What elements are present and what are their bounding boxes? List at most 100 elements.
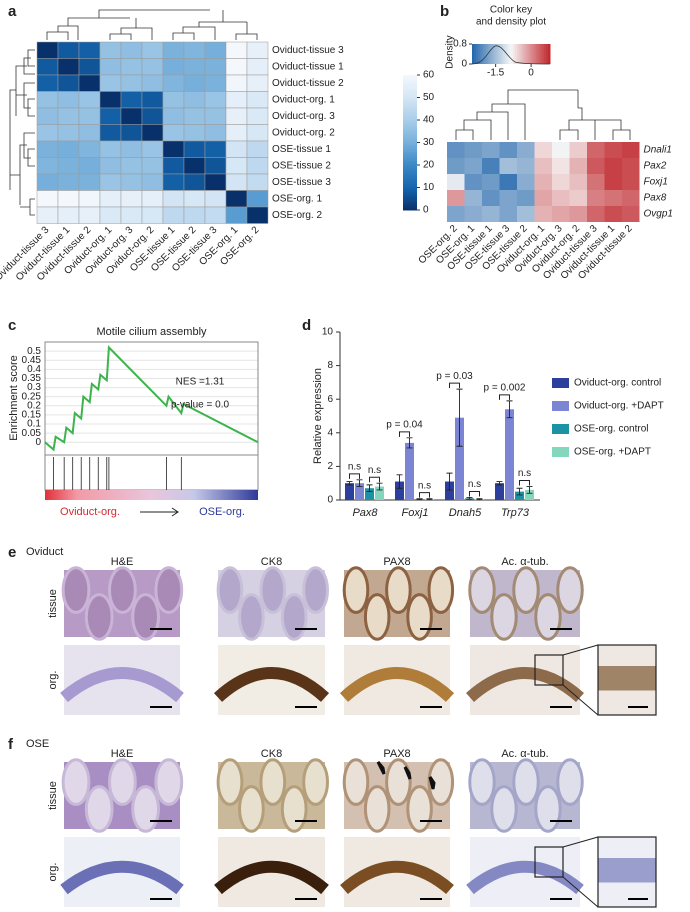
bracket: [449, 382, 460, 389]
colorbar-tick-label: 40: [423, 115, 435, 126]
heatmap-cell: [604, 174, 622, 190]
color-key-step: [477, 44, 481, 64]
colorbar-step: [403, 205, 417, 209]
error-bar: [346, 481, 353, 486]
colorbar-step: [403, 185, 417, 188]
tissue-fold: [512, 758, 540, 806]
heatmap-cell: [120, 173, 143, 191]
organoid-wall: [466, 667, 584, 703]
y-tick-label: 0.5: [27, 346, 41, 357]
colorbar-step: [403, 138, 417, 141]
gene-label: Ovgp1: [644, 209, 673, 220]
colorbar-tick-label: 0: [423, 205, 429, 216]
y-tick-label: 0.2: [27, 400, 41, 411]
heatmap-cell: [499, 158, 517, 174]
heatmap-cell: [225, 91, 248, 109]
bracket: [349, 473, 360, 479]
tissue-fold: [342, 566, 370, 614]
heatmap-cell: [246, 124, 269, 142]
color-key-step: [507, 44, 510, 64]
significance-label: p = 0.03: [436, 371, 473, 382]
bar: [365, 488, 374, 500]
color-key-step: [544, 44, 547, 64]
column-header: Ac. α-tub.: [501, 556, 548, 568]
colorbar-step: [403, 111, 417, 114]
micrograph: [60, 645, 184, 715]
heatmap-cell: [141, 140, 164, 158]
panel-letter: c: [8, 317, 16, 334]
color-key-step: [520, 44, 524, 64]
color-key-step: [542, 44, 545, 64]
bracket: [499, 394, 510, 400]
colorbar-step: [403, 104, 417, 107]
color-key-step: [546, 44, 549, 64]
colorbar-step: [403, 194, 417, 197]
colorbar-step: [403, 117, 417, 121]
color-key-step: [472, 44, 475, 64]
color-key-step: [528, 44, 531, 64]
heatmap-cell: [534, 206, 552, 222]
column-header: CK8: [261, 556, 282, 568]
organoid-wall: [339, 667, 455, 702]
row-label: Oviduct-org. 3: [272, 111, 335, 122]
colorbar-step: [403, 160, 417, 164]
bar: [495, 483, 504, 500]
column-header: H&E: [111, 556, 134, 568]
heatmap-cell: [36, 157, 59, 175]
heatmap-cell: [587, 142, 605, 158]
heatmap-cell: [57, 140, 80, 158]
colorbar-step: [403, 75, 417, 78]
heatmap-cell: [499, 142, 517, 158]
colorbar-step: [403, 192, 417, 195]
heatmap-cell: [246, 206, 269, 224]
tissue-fold: [468, 566, 496, 614]
heatmap-cell: [246, 91, 269, 109]
color-key-step: [536, 44, 539, 64]
colorbar-step: [403, 207, 417, 211]
heatmap-cell: [162, 91, 185, 109]
colorbar-step: [403, 135, 417, 139]
tissue-fold: [302, 566, 329, 614]
error-bar: [426, 498, 433, 501]
color-key-step: [518, 44, 522, 64]
color-key-step: [540, 44, 543, 64]
panel-letter: e: [8, 544, 16, 561]
tissue-fold: [84, 593, 114, 641]
heatmap-cell: [622, 158, 640, 174]
heatmap-cell: [141, 157, 164, 175]
legend-swatch: [552, 447, 569, 457]
significance-label: n.s: [368, 465, 381, 476]
heatmap-cell: [141, 58, 164, 76]
color-key-step: [503, 44, 506, 64]
annotation: NES =1.31: [176, 377, 225, 388]
colorbar-step: [403, 167, 417, 170]
colorbar-step: [403, 77, 417, 80]
gene-label: Pax2: [644, 161, 667, 172]
legend-swatch: [552, 401, 569, 411]
bracket: [469, 490, 480, 497]
error-bar: [446, 472, 453, 491]
tissue-fold: [154, 758, 184, 806]
bar: [515, 491, 524, 500]
heatmap-cell: [99, 41, 122, 59]
heatmap-cell: [120, 58, 143, 76]
tissue-fold: [61, 758, 91, 806]
tissue-fold: [259, 758, 287, 806]
heatmap-cell: [120, 107, 143, 125]
tissue-fold: [556, 566, 584, 614]
heatmap-cell: [622, 206, 640, 222]
colorbar-step: [403, 97, 417, 101]
heatmap-cell: [141, 41, 164, 59]
colorbar-tick-label: 60: [423, 70, 435, 81]
heatmap-cell: [204, 74, 227, 92]
legend-swatch: [552, 424, 569, 434]
error-bar: [526, 486, 533, 494]
heatmap-cell: [141, 124, 164, 142]
color-key-step: [534, 44, 537, 64]
tissue-fold: [534, 593, 562, 641]
heatmap-cell: [464, 142, 482, 158]
panel-letter: d: [302, 317, 311, 334]
heatmap-cell: [78, 107, 101, 125]
organoid-wall: [60, 860, 184, 895]
